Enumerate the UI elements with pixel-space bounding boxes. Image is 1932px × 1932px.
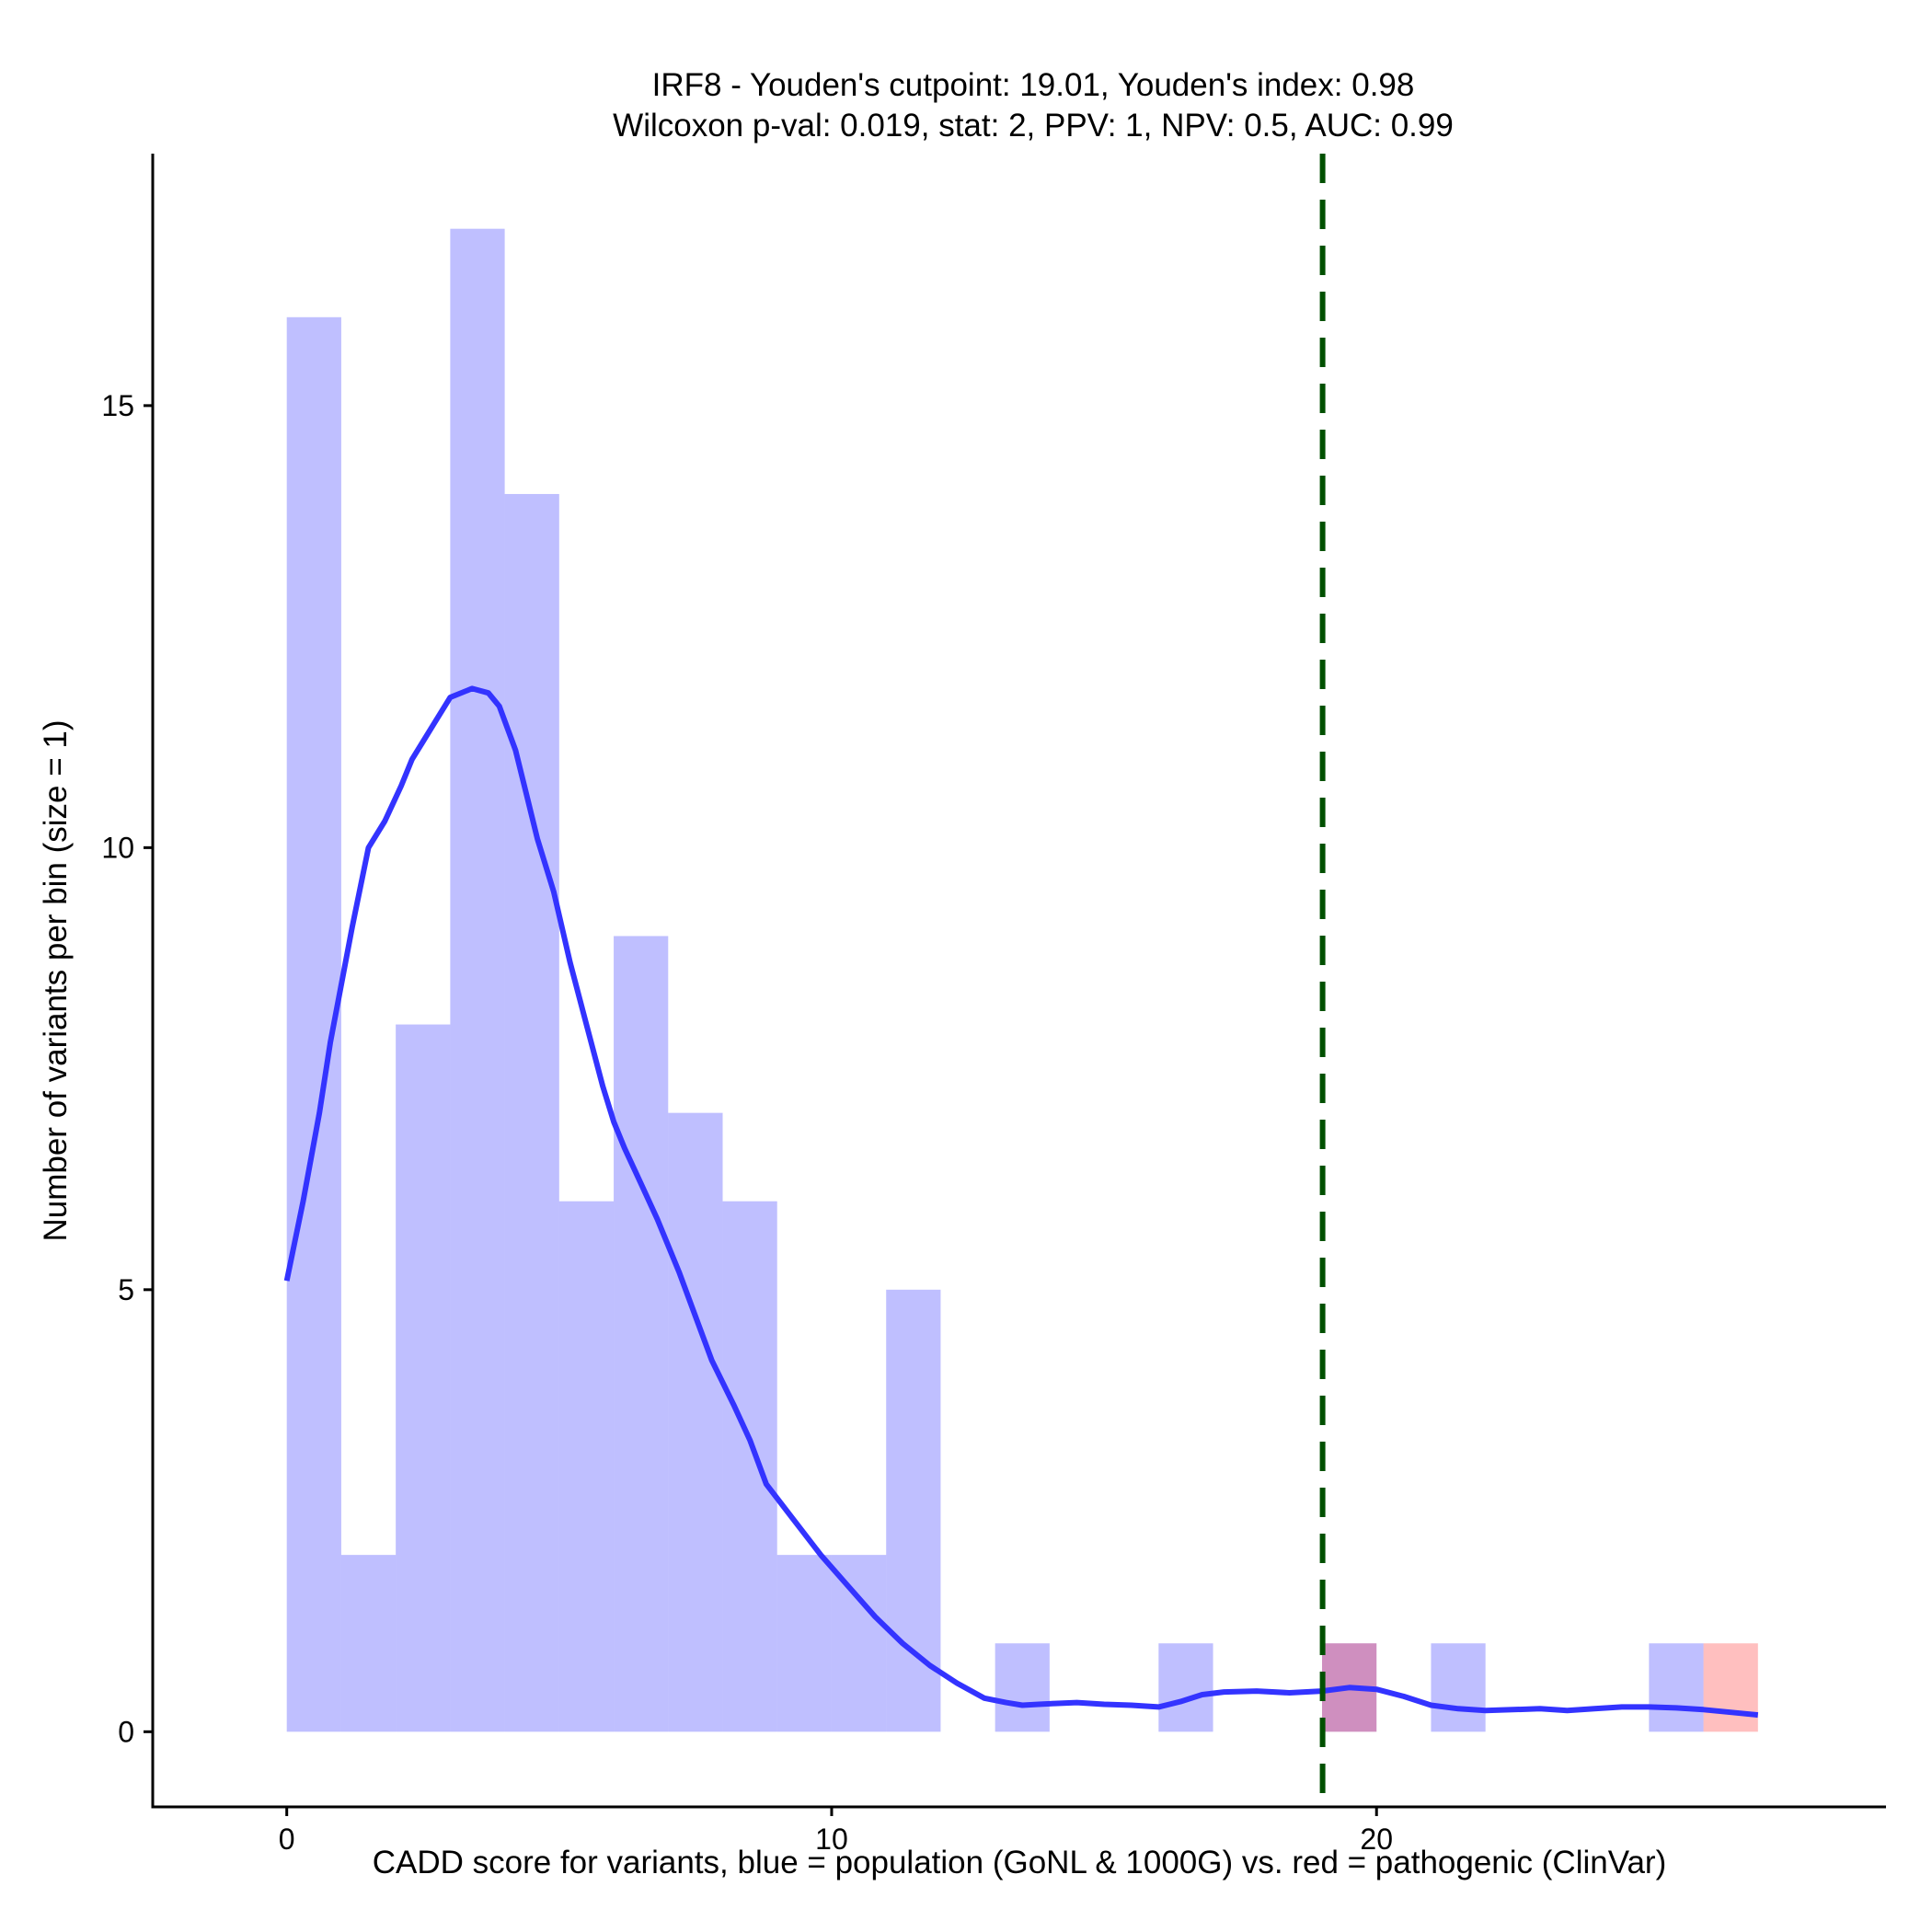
axes — [151, 154, 1886, 1809]
population-bar — [668, 1112, 723, 1732]
population-bar — [614, 936, 669, 1732]
chart-title: IRF8 - Youden's cutpoint: 19.01, Youden'… — [652, 67, 1415, 103]
density-curve-group — [283, 685, 1759, 1719]
y-tick-label: 0 — [118, 1715, 134, 1748]
y-tick-label: 10 — [101, 831, 134, 864]
population-bar — [776, 1555, 832, 1732]
population-bar — [558, 1201, 615, 1732]
y-axis-label: Number of variants per bin (size = 1) — [38, 719, 74, 1241]
population-bar — [396, 1024, 451, 1732]
population-bar — [722, 1201, 777, 1732]
x-tick-label: 0 — [279, 1823, 295, 1856]
population-bar — [340, 1555, 397, 1732]
population-bar — [1158, 1643, 1213, 1732]
histogram-bars — [286, 228, 1758, 1732]
population-bar — [450, 228, 505, 1732]
population-bar — [886, 1289, 941, 1732]
x-tick-label: 20 — [1360, 1823, 1393, 1856]
density-curve — [283, 685, 1759, 1719]
x-ticks: 0 10 20 — [279, 1807, 1393, 1856]
pathogenic-bar — [1703, 1643, 1758, 1732]
population-bar — [1431, 1643, 1486, 1732]
y-ticks: 0 5 10 15 — [101, 389, 153, 1748]
x-axis-label: CADD score for variants, blue = populati… — [373, 1845, 1667, 1880]
population-bar — [995, 1643, 1050, 1732]
population-bar — [504, 493, 559, 1732]
chart-subtitle: Wilcoxon p-val: 0.019, stat: 2, PPV: 1, … — [613, 108, 1454, 144]
population-bar — [831, 1555, 887, 1732]
y-tick-label: 5 — [118, 1273, 134, 1306]
x-tick-label: 10 — [815, 1823, 848, 1856]
y-tick-label: 15 — [101, 389, 134, 422]
population-bar — [1649, 1643, 1704, 1732]
